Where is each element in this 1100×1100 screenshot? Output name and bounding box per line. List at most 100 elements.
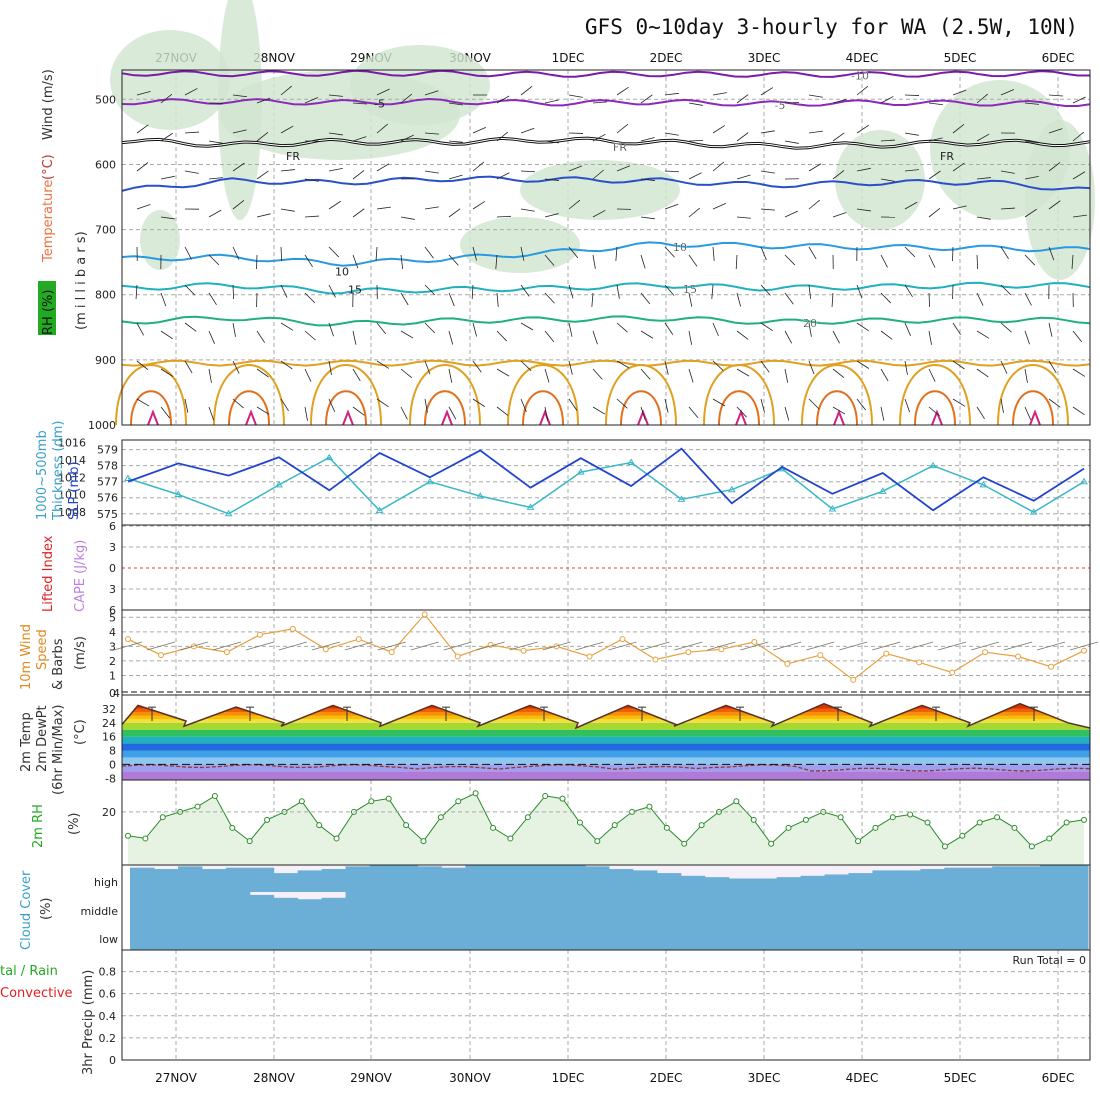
wind-tick: 2 — [109, 655, 116, 668]
wind-barb — [592, 254, 596, 269]
rh-marker — [768, 840, 775, 847]
wind-barb-10m — [806, 641, 835, 651]
wind-barb — [520, 170, 536, 173]
temp-band — [122, 750, 1090, 758]
wind-barb — [280, 85, 292, 96]
wind-barb — [880, 139, 895, 142]
wind-barb — [1000, 170, 1015, 174]
wind-barb — [376, 88, 390, 96]
wind-barb — [712, 92, 727, 96]
wind-barb — [256, 330, 266, 343]
wind-barb — [1000, 207, 1015, 210]
date-label-bottom: 1DEC — [552, 1071, 585, 1085]
cloud-high-bar — [1040, 865, 1065, 892]
thickness-frame — [121, 439, 1091, 526]
isotherm-label: -10 — [851, 70, 869, 83]
rh-marker — [385, 795, 392, 802]
wind-barb — [496, 292, 499, 307]
wind-barb — [784, 102, 800, 104]
wind-barb — [304, 215, 319, 218]
wind-barb — [952, 322, 962, 335]
wind-barb — [880, 96, 894, 104]
isotherm-25-bump — [899, 364, 971, 426]
cloud-middle-bar — [704, 892, 730, 921]
isotherm-label: FR — [613, 141, 627, 154]
wind-barb — [1048, 398, 1061, 408]
date-label-top: 3DEC — [748, 51, 781, 65]
wind-barb — [184, 284, 196, 296]
isotherm-30-bump — [816, 390, 858, 426]
rh-shading — [520, 160, 680, 220]
wind-barb — [136, 398, 150, 407]
cloud-high-bar — [848, 873, 873, 892]
rh-marker — [403, 822, 410, 829]
wind-tick: 4 — [113, 687, 120, 700]
wind-barb-10m — [146, 641, 176, 651]
isotherm-label: 10 — [673, 241, 687, 254]
wind-barb — [424, 322, 436, 334]
cloud-middle-bar — [609, 892, 634, 921]
cloud-low-bar — [225, 921, 251, 950]
wind-barb — [568, 165, 583, 172]
wind-speed-marker — [784, 660, 791, 667]
label-thickness-1: 1000~500mb — [35, 430, 50, 520]
wind-barb — [616, 284, 620, 299]
wind-barb — [760, 130, 775, 134]
wind-barb — [520, 208, 535, 212]
wind-barb — [184, 88, 198, 96]
cloud-middle-bar — [537, 892, 562, 921]
wind-barb — [375, 246, 378, 261]
precip-tick: 0.2 — [99, 1032, 117, 1045]
isotherm-25-bump — [310, 364, 382, 426]
isotherm-35-bump — [1029, 409, 1041, 426]
cloud-high-bar — [752, 878, 778, 892]
wind-speed-line — [127, 613, 1085, 681]
wind-barb — [304, 330, 316, 341]
thickness-marker — [124, 474, 132, 481]
wind-barb — [976, 93, 988, 104]
cloud-high-bar — [824, 874, 849, 892]
rh-marker — [576, 819, 583, 826]
wind-barb — [376, 360, 390, 369]
wind-barb — [304, 97, 319, 104]
wind-barb — [328, 167, 343, 172]
date-label-top: 4DEC — [846, 51, 879, 65]
wind-barb — [424, 246, 434, 259]
wind-barb — [928, 368, 936, 382]
wind-barb — [232, 246, 240, 260]
wind-barb — [160, 132, 173, 142]
cloud-label-middle: middle — [80, 905, 118, 918]
wind-barb — [760, 360, 770, 373]
wind-barb — [1024, 175, 1039, 180]
temp-band — [122, 757, 1090, 765]
wind-barb — [1072, 214, 1087, 218]
cloud-middle-bar — [800, 892, 826, 921]
wind-barb — [304, 254, 313, 267]
thickness-marker — [828, 504, 837, 512]
wind-barb — [280, 284, 288, 298]
rh-marker — [837, 814, 844, 821]
wind-tick: 5 — [109, 611, 116, 624]
wind-barb — [232, 162, 245, 172]
wind-barb — [904, 360, 908, 375]
isotherm-25-bump — [213, 364, 285, 426]
wind-barb — [160, 93, 173, 104]
wind-barb — [520, 322, 534, 331]
wind-barb — [232, 398, 244, 409]
wind-barb — [1072, 96, 1086, 104]
pressure-tick: 500 — [95, 93, 116, 106]
wind-barb — [184, 246, 192, 260]
label-cloud-unit: (%) — [39, 898, 54, 921]
wind-barb — [448, 140, 463, 143]
cloud-low-bar — [680, 921, 706, 950]
isotherm-25 — [121, 359, 1091, 367]
cloud-middle-bar — [369, 892, 394, 921]
thickness-marker — [929, 461, 937, 469]
wind-barb — [160, 175, 175, 180]
wind-barb — [495, 254, 498, 269]
wind-barb — [760, 398, 765, 413]
wind-barb — [688, 368, 694, 383]
wind-barb — [688, 406, 699, 418]
chart-title: GFS 0~10day 3-hourly for WA (2.5W, 10N) — [585, 15, 1078, 39]
wind-barb — [904, 201, 918, 210]
